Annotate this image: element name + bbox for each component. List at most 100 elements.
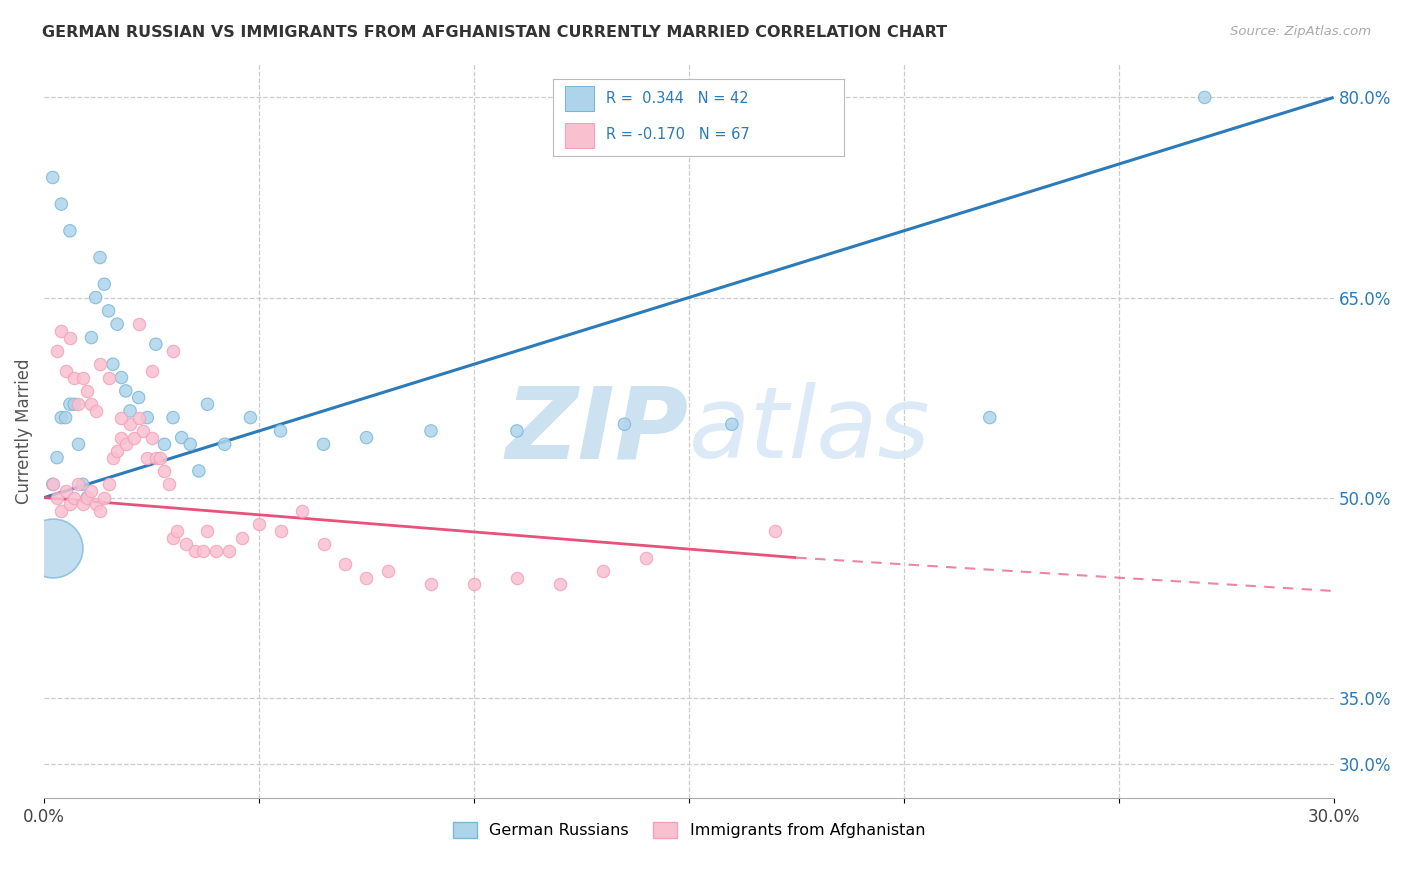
Text: Source: ZipAtlas.com: Source: ZipAtlas.com — [1230, 25, 1371, 38]
Point — [145, 450, 167, 465]
Point — [120, 417, 142, 432]
Point — [110, 410, 132, 425]
Point — [270, 424, 292, 438]
Point — [312, 537, 335, 551]
Y-axis label: Currently Married: Currently Married — [15, 359, 32, 504]
Point — [187, 464, 209, 478]
Point — [183, 544, 205, 558]
Point — [51, 410, 73, 425]
Point — [231, 531, 253, 545]
Text: atlas: atlas — [689, 383, 931, 479]
Point — [420, 424, 443, 438]
Point — [270, 524, 292, 538]
Point — [979, 410, 1001, 425]
Point — [63, 397, 86, 411]
Point — [59, 497, 82, 511]
Point — [333, 558, 356, 572]
Point — [153, 437, 176, 451]
Point — [72, 497, 94, 511]
Point — [179, 437, 201, 451]
Point — [506, 571, 529, 585]
Point — [51, 504, 73, 518]
Point — [80, 483, 103, 498]
Point — [162, 531, 184, 545]
Point — [110, 431, 132, 445]
Point — [101, 450, 124, 465]
Point — [41, 170, 63, 185]
Point — [59, 224, 82, 238]
Point — [84, 291, 107, 305]
Point — [89, 251, 111, 265]
Point — [84, 497, 107, 511]
Point — [110, 370, 132, 384]
Point — [145, 337, 167, 351]
Point — [312, 437, 335, 451]
Point — [136, 410, 159, 425]
Point — [239, 410, 262, 425]
Point — [76, 384, 98, 398]
Point — [41, 477, 63, 491]
Point — [592, 564, 614, 578]
Point — [101, 357, 124, 371]
Point — [218, 544, 240, 558]
Point — [72, 370, 94, 384]
Point — [80, 397, 103, 411]
Point — [141, 431, 163, 445]
Point — [197, 397, 219, 411]
Point — [67, 397, 90, 411]
Point — [205, 544, 228, 558]
Point — [141, 364, 163, 378]
Point — [51, 197, 73, 211]
Point — [1194, 90, 1216, 104]
Point — [97, 303, 120, 318]
Point — [463, 577, 485, 591]
Point — [162, 410, 184, 425]
Point — [59, 330, 82, 344]
Point — [84, 404, 107, 418]
Point — [136, 450, 159, 465]
Point — [214, 437, 236, 451]
Point — [120, 404, 142, 418]
Point — [72, 477, 94, 491]
Point — [97, 477, 120, 491]
Point — [93, 277, 115, 292]
Point — [55, 483, 77, 498]
Point — [157, 477, 180, 491]
Point — [80, 330, 103, 344]
Point — [149, 450, 172, 465]
Text: ZIP: ZIP — [506, 383, 689, 479]
Point — [166, 524, 188, 538]
Point — [128, 410, 150, 425]
Point — [67, 437, 90, 451]
Point — [41, 541, 63, 556]
Point — [124, 431, 146, 445]
Point — [174, 537, 197, 551]
Point — [128, 391, 150, 405]
Point — [67, 477, 90, 491]
Point — [89, 357, 111, 371]
Point — [105, 317, 128, 331]
Point — [41, 477, 63, 491]
Point — [114, 384, 136, 398]
Point — [197, 524, 219, 538]
Point — [55, 410, 77, 425]
Point — [132, 424, 155, 438]
Point — [291, 504, 314, 518]
Legend: German Russians, Immigrants from Afghanistan: German Russians, Immigrants from Afghani… — [446, 815, 932, 845]
Point — [506, 424, 529, 438]
Point — [63, 370, 86, 384]
Point — [153, 464, 176, 478]
Point — [105, 444, 128, 458]
Point — [51, 324, 73, 338]
Point — [76, 491, 98, 505]
Point — [763, 524, 786, 538]
Point — [356, 431, 378, 445]
Point — [63, 491, 86, 505]
Point — [247, 517, 270, 532]
Point — [93, 491, 115, 505]
Point — [170, 431, 193, 445]
Point — [59, 397, 82, 411]
Point — [76, 491, 98, 505]
Point — [721, 417, 744, 432]
Point — [420, 577, 443, 591]
